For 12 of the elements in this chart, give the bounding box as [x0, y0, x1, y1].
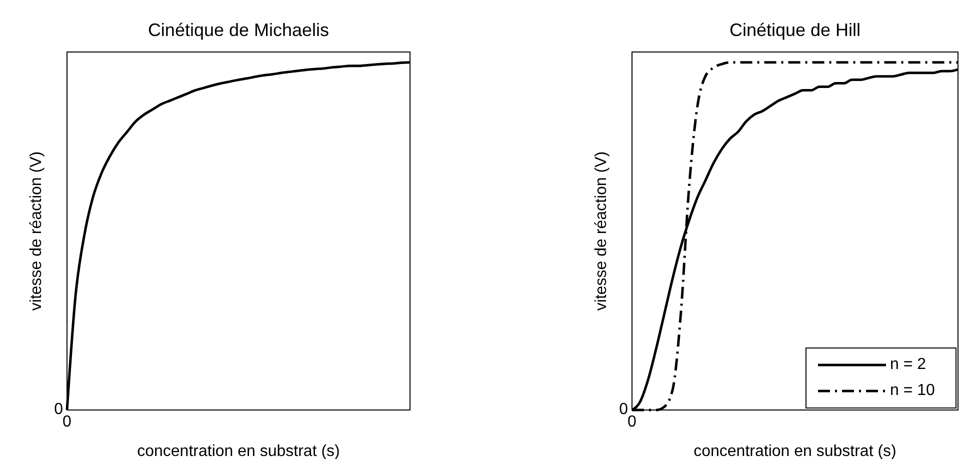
text: 0 [628, 413, 637, 430]
chart-title: Cinétique de Hill [729, 20, 861, 40]
text: 0 [619, 401, 628, 418]
y-axis-title: vitesse de réaction (V) [28, 151, 45, 311]
x-axis-title: concentration en substrat (s) [694, 443, 896, 459]
text: 0 [62, 413, 72, 430]
legend-label: n = 10 [890, 382, 936, 400]
text: 0 [54, 401, 64, 418]
legend-label: n = 2 [890, 356, 926, 374]
y-axis-title: vitesse de réaction (V) [593, 151, 610, 311]
chart-title: Cinétique de Michaelis [148, 20, 330, 40]
x-axis-title: concentration en substrat (s) [137, 443, 340, 459]
